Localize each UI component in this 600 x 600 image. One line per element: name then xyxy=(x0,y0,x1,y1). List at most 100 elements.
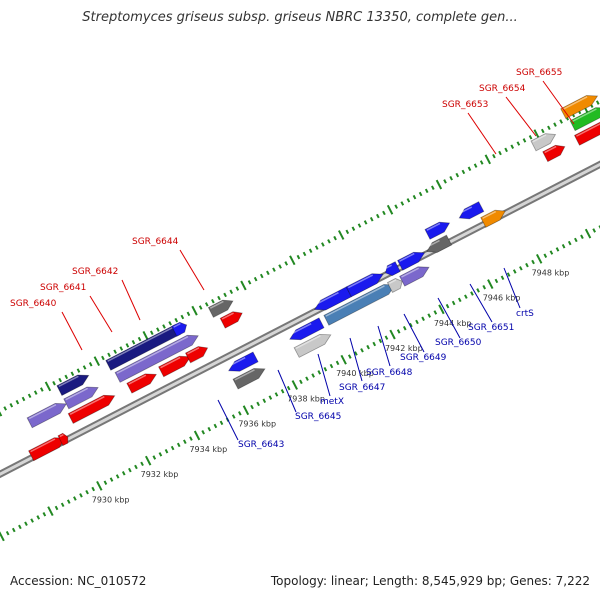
tick-bottom xyxy=(445,303,450,309)
tick-bottom xyxy=(476,288,480,293)
gene-arrow-16[interactable] xyxy=(289,317,325,341)
gene-label[interactable]: SGR_6643 xyxy=(238,440,284,450)
gene-label[interactable]: SGR_6650 xyxy=(435,338,482,348)
tick-top xyxy=(394,204,398,209)
tick-bottom xyxy=(164,448,169,454)
gene-arrow-4[interactable] xyxy=(63,386,99,410)
gene-arrow-29[interactable] xyxy=(530,133,557,152)
gene-arrow-12[interactable] xyxy=(207,299,234,318)
tick-top xyxy=(321,242,325,247)
tick-bottom xyxy=(396,329,401,334)
tick-bottom xyxy=(427,313,432,318)
tick-bottom xyxy=(366,344,370,350)
tick-top xyxy=(70,371,75,376)
tick-top xyxy=(113,349,117,354)
gene-arrow-22[interactable] xyxy=(397,251,426,271)
tick-top xyxy=(142,331,149,341)
gene-arrow-28[interactable] xyxy=(480,209,506,228)
axis-highlight xyxy=(0,162,600,476)
tick-top xyxy=(125,343,130,348)
tick-bottom xyxy=(323,366,328,372)
tick-top xyxy=(198,305,203,310)
gene-arrow-14[interactable] xyxy=(227,351,259,372)
tick-bottom xyxy=(115,474,120,479)
gene-highlight-7 xyxy=(116,335,189,374)
gene-arrow-27[interactable] xyxy=(458,201,485,220)
gene-highlight-10 xyxy=(187,347,200,355)
leader-line xyxy=(317,353,331,397)
gene-track[interactable] xyxy=(26,83,600,462)
gene-labels[interactable]: SGR_6640 SGR_6641 SGR_6642 SGR_6644 SGR_6653… xyxy=(10,68,562,450)
gene-arrow-10[interactable] xyxy=(184,346,209,364)
gene-arrow-0[interactable] xyxy=(26,402,68,429)
gene-arrow-7[interactable] xyxy=(114,334,199,383)
tick-bottom xyxy=(574,237,578,243)
gene-arrow-3[interactable] xyxy=(56,374,90,397)
kbp-label: 7932 kbp xyxy=(141,470,179,479)
kbp-scale-labels: 7930 kbp 7932 kbp 7934 kbp 7936 kbp 7938 kbp… xyxy=(92,268,570,504)
gene-arrow-31[interactable] xyxy=(560,95,599,120)
gene-label[interactable]: SGR_6647 xyxy=(339,383,385,393)
leader-line xyxy=(61,311,83,351)
tick-bottom xyxy=(389,329,396,340)
gene-arrow-20[interactable] xyxy=(345,273,384,298)
tick-top xyxy=(333,235,337,241)
gene-arrow-24[interactable] xyxy=(399,266,430,287)
gene-label[interactable]: SGR_6653 xyxy=(442,100,488,110)
gene-label[interactable]: SGR_6640 xyxy=(10,299,57,309)
gene-arrow-13[interactable] xyxy=(219,311,243,329)
gene-label[interactable]: SGR_6642 xyxy=(72,267,118,277)
kbp-label: 7942 kbp xyxy=(385,344,423,353)
gene-arrow-8[interactable] xyxy=(126,373,158,394)
gene-arrow-11[interactable] xyxy=(171,321,187,337)
tick-top xyxy=(369,217,374,222)
tick-bottom xyxy=(152,455,157,460)
gene-label[interactable]: metX xyxy=(320,397,344,407)
gene-arrow-25[interactable] xyxy=(426,234,453,253)
gene-arrow-23[interactable] xyxy=(386,278,403,293)
tick-bottom xyxy=(24,521,28,526)
gene-arrow-5[interactable] xyxy=(67,394,116,424)
gene-arrow-33[interactable] xyxy=(573,121,600,146)
tick-bottom xyxy=(66,499,71,504)
gene-label[interactable]: SGR_6651 xyxy=(468,323,514,333)
gene-label[interactable]: crtS xyxy=(516,309,534,319)
tick-bottom xyxy=(54,505,59,511)
gene-arrow-9[interactable] xyxy=(158,355,192,378)
gene-label[interactable]: SGR_6649 xyxy=(400,353,447,363)
gene-label[interactable]: SGR_6648 xyxy=(366,368,413,378)
gene-arrow-30[interactable] xyxy=(542,144,566,163)
gene-arrow-21[interactable] xyxy=(385,261,401,277)
gene-arrow-15[interactable] xyxy=(232,368,266,390)
gene-arrow-17[interactable] xyxy=(293,333,332,358)
gene-label[interactable]: SGR_6644 xyxy=(132,237,179,247)
gene-arrow-32[interactable] xyxy=(569,107,600,132)
gene-arrow-26[interactable] xyxy=(424,221,451,240)
gene-arrow-18[interactable] xyxy=(313,286,352,311)
tick-top xyxy=(278,264,282,269)
gene-label[interactable]: SGR_6645 xyxy=(295,412,341,422)
tick-bottom xyxy=(535,253,543,264)
tick-bottom xyxy=(543,253,548,258)
gene-label[interactable]: SGR_6654 xyxy=(479,84,526,94)
tick-bottom xyxy=(525,262,529,268)
tick-top xyxy=(44,381,52,392)
tick-bottom xyxy=(128,467,132,473)
gene-label[interactable]: SGR_6641 xyxy=(40,283,86,293)
tick-bottom xyxy=(134,464,138,470)
tick-bottom xyxy=(291,380,298,390)
gene-label[interactable]: SGR_6655 xyxy=(516,68,562,78)
tick-top xyxy=(58,377,62,383)
tick-bottom xyxy=(73,496,77,501)
gene-highlight-3 xyxy=(58,375,79,388)
gene-arrow-2[interactable] xyxy=(57,432,69,447)
leader-line xyxy=(503,267,521,309)
tick-top xyxy=(240,280,247,291)
tick-top xyxy=(82,365,87,370)
kbp-label: 7936 kbp xyxy=(238,420,276,429)
tick-top xyxy=(259,273,264,279)
tick-top xyxy=(15,399,20,405)
tick-bottom xyxy=(311,373,315,378)
leader-line xyxy=(467,112,497,155)
